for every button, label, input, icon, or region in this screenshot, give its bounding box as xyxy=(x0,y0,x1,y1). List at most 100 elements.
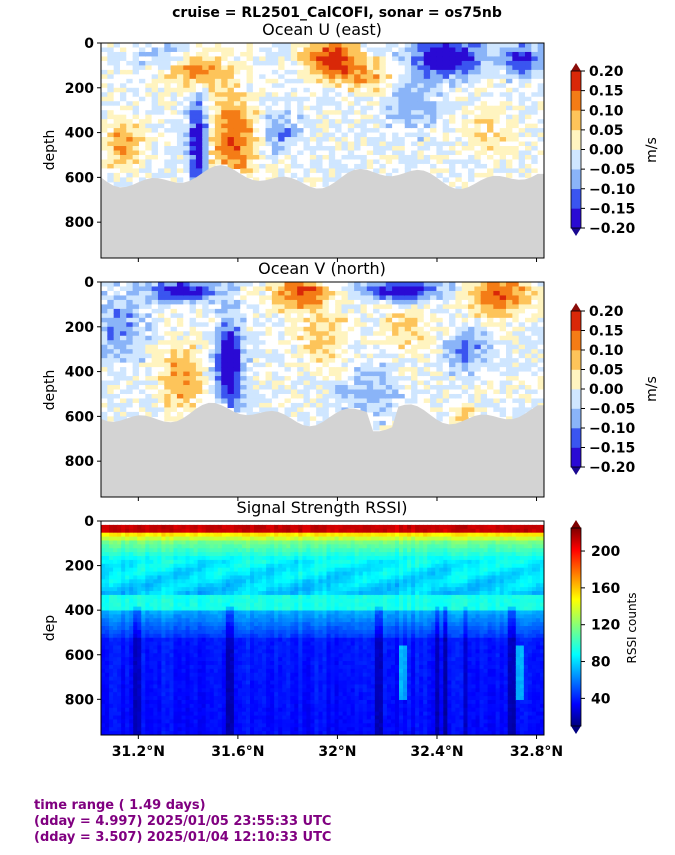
velocity-cell xyxy=(259,168,267,174)
rssi-cell xyxy=(101,723,106,728)
velocity-cell xyxy=(113,362,121,368)
velocity-cell xyxy=(518,51,526,58)
velocity-cell xyxy=(347,340,355,346)
velocity-cell xyxy=(107,371,115,377)
velocity-cell xyxy=(303,101,311,107)
velocity-cell xyxy=(138,313,146,319)
velocity-cell xyxy=(316,376,324,382)
velocity-cell xyxy=(385,105,393,111)
velocity-cell xyxy=(411,47,419,53)
velocity-cell xyxy=(189,380,197,386)
velocity-cell xyxy=(303,304,311,310)
velocity-cell xyxy=(138,376,146,382)
velocity-cell xyxy=(271,83,279,89)
rssi-cell xyxy=(149,657,154,662)
velocity-cell xyxy=(430,74,438,80)
velocity-cell xyxy=(487,51,494,58)
velocity-cell xyxy=(411,150,419,156)
velocity-cell xyxy=(214,308,222,314)
velocity-cell xyxy=(246,313,254,319)
velocity-cell xyxy=(392,407,400,413)
velocity-cell xyxy=(417,326,425,332)
velocity-cell xyxy=(354,304,362,310)
velocity-cell xyxy=(335,308,343,314)
velocity-cell xyxy=(189,83,197,89)
velocity-cell xyxy=(284,128,292,134)
velocity-cell xyxy=(366,389,374,395)
velocity-cell xyxy=(157,308,165,314)
velocity-cell xyxy=(303,402,311,409)
velocity-cell xyxy=(404,146,412,152)
velocity-cell xyxy=(126,43,134,49)
velocity-cell xyxy=(461,65,469,71)
velocity-cell xyxy=(157,402,165,409)
rssi-cell xyxy=(117,591,122,596)
velocity-cell xyxy=(221,65,229,71)
velocity-cell xyxy=(480,128,488,134)
velocity-cell xyxy=(499,172,507,178)
velocity-cell xyxy=(176,177,184,183)
velocity-cell xyxy=(113,344,121,350)
velocity-cell xyxy=(518,154,526,161)
velocity-cell xyxy=(208,51,216,58)
velocity-cell xyxy=(417,56,425,62)
velocity-cell xyxy=(518,101,526,107)
velocity-cell xyxy=(113,56,121,62)
velocity-cell xyxy=(290,344,298,350)
velocity-cell xyxy=(385,299,393,305)
velocity-cell xyxy=(398,313,406,319)
velocity-cell xyxy=(176,163,184,170)
velocity-cell xyxy=(328,344,336,350)
velocity-cell xyxy=(506,154,513,161)
velocity-cell xyxy=(373,425,381,431)
colorbar-segment xyxy=(571,330,581,351)
rssi-cell xyxy=(109,715,114,721)
velocity-cell xyxy=(208,290,216,297)
velocity-cell xyxy=(259,128,267,134)
velocity-cell xyxy=(430,132,438,138)
velocity-cell xyxy=(468,150,475,156)
rssi-cell xyxy=(117,563,122,569)
velocity-cell xyxy=(461,56,469,62)
velocity-cell xyxy=(366,92,374,98)
velocity-cell xyxy=(379,56,387,62)
velocity-cell xyxy=(303,290,311,297)
velocity-cell xyxy=(518,358,526,364)
velocity-cell xyxy=(271,110,279,116)
velocity-cell xyxy=(290,51,298,58)
velocity-cell xyxy=(423,123,431,129)
velocity-cell xyxy=(240,313,248,319)
velocity-cell xyxy=(341,65,349,71)
velocity-cell xyxy=(398,308,406,314)
velocity-cell xyxy=(354,105,362,111)
velocity-cell xyxy=(442,110,450,116)
velocity-cell xyxy=(335,60,343,66)
velocity-cell xyxy=(252,380,260,386)
velocity-cell xyxy=(341,96,349,102)
velocity-cell xyxy=(107,101,115,107)
rssi-cell xyxy=(105,703,110,709)
velocity-cell xyxy=(398,290,406,297)
velocity-cell xyxy=(145,101,153,107)
velocity-cell xyxy=(183,74,191,80)
velocity-cell xyxy=(284,362,292,368)
rssi-cell xyxy=(137,653,142,658)
velocity-cell xyxy=(252,43,260,49)
velocity-cell xyxy=(126,349,134,355)
velocity-cell xyxy=(506,393,513,400)
velocity-cell xyxy=(411,295,419,301)
velocity-cell xyxy=(379,317,387,323)
velocity-cell xyxy=(316,51,324,58)
velocity-cell xyxy=(227,159,235,165)
velocity-cell xyxy=(499,69,507,75)
rssi-cell xyxy=(101,672,106,678)
velocity-cell xyxy=(531,69,539,75)
velocity-cell xyxy=(366,47,374,53)
velocity-cell xyxy=(290,335,298,341)
velocity-cell xyxy=(101,159,108,165)
velocity-cell xyxy=(233,376,241,382)
rssi-cell xyxy=(125,532,130,538)
velocity-cell xyxy=(411,398,419,404)
velocity-cell xyxy=(138,146,146,152)
